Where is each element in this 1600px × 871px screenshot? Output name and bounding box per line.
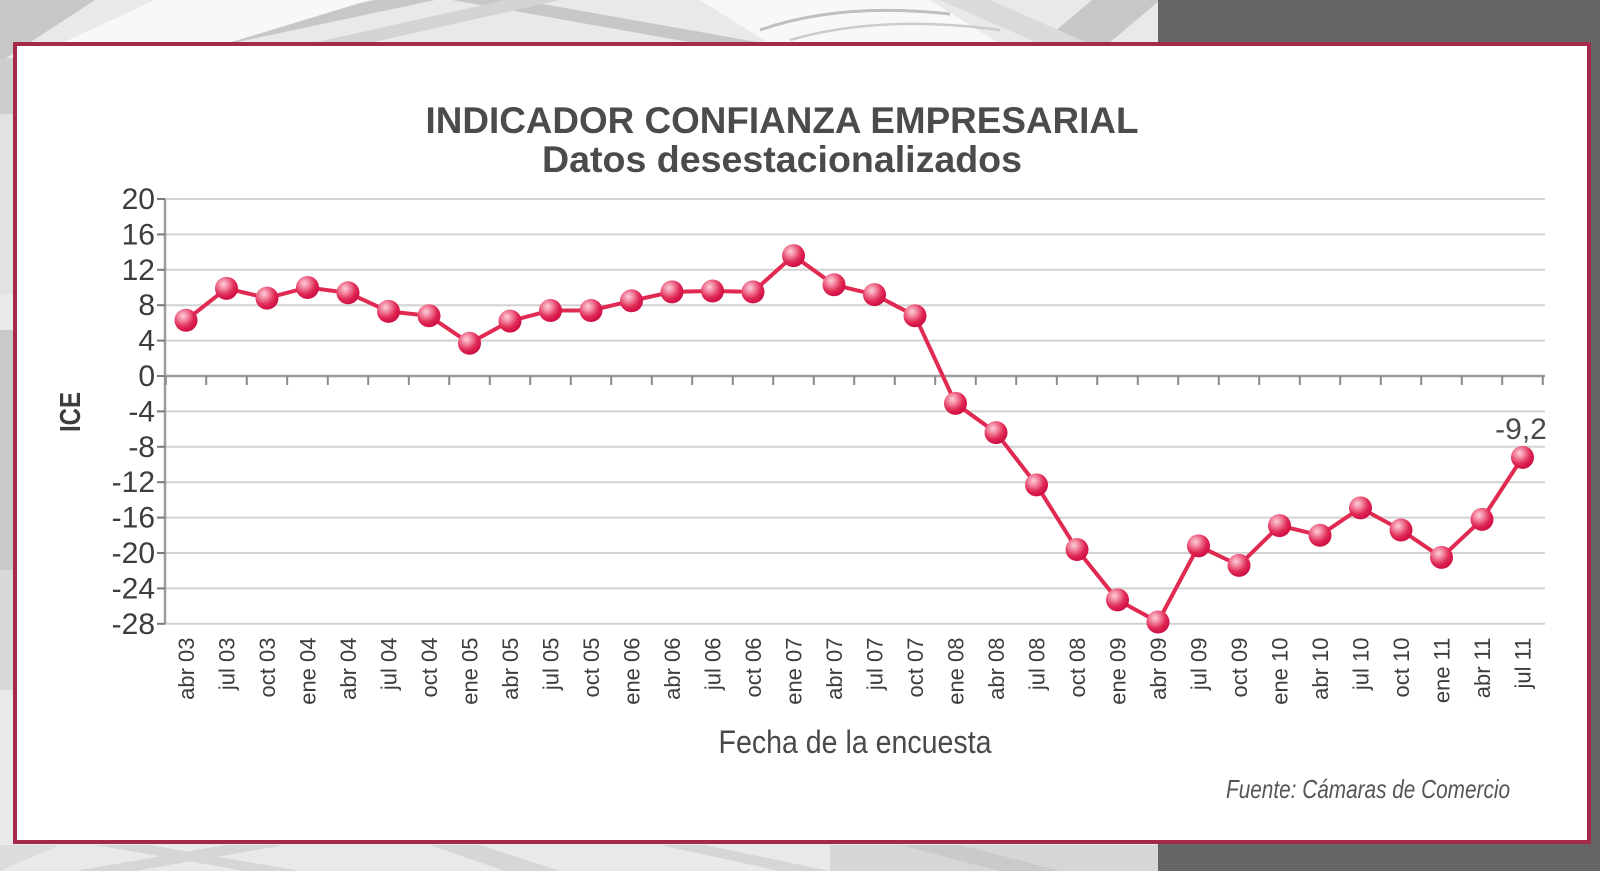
svg-text:abr 10: abr 10 — [1308, 638, 1333, 700]
svg-text:oct 08: oct 08 — [1065, 638, 1090, 698]
svg-text:ICE: ICE — [55, 392, 87, 432]
svg-text:oct 03: oct 03 — [255, 638, 280, 698]
svg-text:0: 0 — [138, 360, 155, 393]
svg-text:jul 03: jul 03 — [215, 638, 240, 692]
svg-text:abr 06: abr 06 — [660, 638, 685, 700]
svg-text:abr 07: abr 07 — [822, 638, 847, 700]
svg-text:abr 08: abr 08 — [984, 638, 1009, 700]
svg-text:INDICADOR CONFIANZA EMPRESARIA: INDICADOR CONFIANZA EMPRESARIAL — [426, 100, 1139, 141]
svg-text:Datos desestacionalizados: Datos desestacionalizados — [542, 139, 1022, 180]
svg-text:12: 12 — [122, 254, 155, 287]
svg-text:oct 09: oct 09 — [1227, 638, 1252, 698]
svg-text:ene 06: ene 06 — [620, 638, 645, 705]
svg-text:8: 8 — [138, 289, 155, 322]
svg-text:16: 16 — [122, 218, 155, 251]
svg-text:oct 05: oct 05 — [579, 638, 604, 698]
svg-text:jul 11: jul 11 — [1511, 638, 1536, 690]
svg-text:jul 08: jul 08 — [1025, 638, 1050, 692]
svg-text:Fuente: Cámaras de Comercio: Fuente: Cámaras de Comercio — [1226, 774, 1510, 804]
svg-text:jul 04: jul 04 — [377, 638, 402, 692]
svg-text:-12: -12 — [112, 466, 155, 499]
svg-text:-16: -16 — [112, 502, 155, 535]
svg-text:abr 11: abr 11 — [1470, 638, 1495, 699]
svg-text:oct 07: oct 07 — [903, 638, 928, 698]
svg-text:jul 10: jul 10 — [1349, 638, 1374, 692]
svg-text:jul 09: jul 09 — [1187, 638, 1212, 692]
svg-text:-24: -24 — [112, 572, 155, 605]
svg-text:-4: -4 — [128, 395, 155, 428]
svg-text:ene 05: ene 05 — [458, 638, 483, 705]
svg-text:ene 07: ene 07 — [782, 638, 807, 705]
svg-text:abr 04: abr 04 — [336, 638, 361, 700]
svg-text:-20: -20 — [112, 537, 155, 570]
svg-text:20: 20 — [122, 183, 155, 216]
svg-text:jul 07: jul 07 — [863, 638, 888, 692]
svg-text:jul 06: jul 06 — [701, 638, 726, 692]
svg-text:abr 03: abr 03 — [174, 638, 199, 700]
svg-text:abr 09: abr 09 — [1146, 638, 1171, 700]
svg-text:oct 04: oct 04 — [417, 638, 442, 698]
svg-text:jul 05: jul 05 — [539, 638, 564, 692]
svg-text:-28: -28 — [112, 608, 155, 641]
svg-text:4: 4 — [138, 325, 155, 358]
svg-text:-8: -8 — [128, 431, 155, 464]
svg-text:ene 09: ene 09 — [1106, 638, 1131, 705]
svg-text:ene 11: ene 11 — [1430, 638, 1455, 704]
svg-text:ene 04: ene 04 — [296, 638, 321, 705]
svg-text:oct 06: oct 06 — [741, 638, 766, 698]
svg-text:oct 10: oct 10 — [1389, 638, 1414, 698]
svg-text:Fecha de la encuesta: Fecha de la encuesta — [719, 724, 992, 760]
svg-text:abr 05: abr 05 — [498, 638, 523, 700]
svg-text:-9,2: -9,2 — [1495, 413, 1547, 446]
svg-text:ene 08: ene 08 — [944, 638, 969, 705]
svg-text:ene 10: ene 10 — [1268, 638, 1293, 705]
